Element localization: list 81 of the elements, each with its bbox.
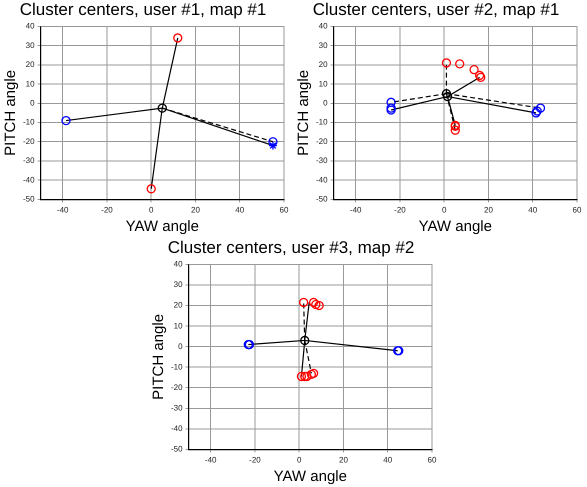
point: [173, 33, 182, 43]
point: [386, 98, 396, 107]
x-tick-label: 40: [383, 455, 393, 464]
y-tick-label: 40: [174, 260, 184, 269]
y-tick-label: -50: [23, 194, 36, 204]
point: [442, 92, 452, 102]
point: [531, 108, 541, 118]
point: [268, 140, 278, 150]
chart-title: Cluster centers, user #2, map #1: [312, 0, 560, 19]
y-tick-label: -50: [316, 194, 328, 204]
y-tick-label: 10: [26, 79, 36, 88]
point: [300, 336, 310, 346]
x-tick-label: -20: [249, 455, 262, 464]
point: [450, 126, 460, 135]
y-tick-label: -20: [316, 136, 328, 146]
y-tick-label: -10: [316, 118, 328, 127]
y-tick-label: 30: [174, 280, 184, 290]
x-tick-label: -40: [350, 205, 362, 214]
point: [314, 300, 324, 310]
y-tick-label: 20: [26, 60, 36, 70]
y-tick-label: -30: [171, 403, 184, 412]
x-tick-label: 0: [442, 205, 447, 214]
point: [296, 372, 306, 382]
x-tick-label: 40: [235, 205, 245, 214]
y-tick-label: 0: [323, 98, 328, 108]
x-tick-label: 0: [148, 205, 154, 214]
y-tick-label: 20: [318, 60, 328, 70]
x-axis-title: YAW angle: [126, 218, 199, 236]
point: [536, 103, 546, 113]
chart-title: Cluster centers, user #3, map #2: [168, 238, 414, 257]
x-tick-label: 20: [191, 205, 200, 214]
point: [442, 89, 452, 98]
y-tick-label: -30: [23, 156, 36, 166]
x-tick-label: 0: [296, 455, 302, 464]
point: [146, 184, 156, 194]
x-axis-title: YAW angle: [274, 468, 347, 486]
y-tick-label: -30: [316, 156, 328, 166]
point: [298, 298, 308, 308]
y-tick-label: -20: [23, 136, 36, 146]
y-axis-title: PITCH angle: [295, 70, 312, 156]
point: [455, 59, 464, 69]
y-tick-label: 10: [174, 321, 184, 330]
y-tick-label: 30: [318, 40, 328, 50]
point: [268, 137, 278, 146]
x-tick-label: 60: [428, 455, 437, 464]
point: [302, 372, 312, 382]
x-tick-label: 20: [484, 205, 494, 214]
y-tick-label: -10: [171, 362, 184, 372]
y-axis-title: PITCH angle: [150, 314, 168, 400]
x-tick-label: 40: [528, 205, 538, 214]
x-axis-title: YAW angle: [418, 218, 492, 236]
point: [311, 300, 320, 310]
y-tick-label: -50: [171, 444, 184, 454]
x-tick-label: 60: [280, 205, 289, 214]
x-tick-label: 20: [339, 455, 348, 464]
y-tick-label: 40: [318, 22, 328, 31]
y-tick-label: 10: [318, 79, 328, 88]
y-tick-label: 30: [26, 40, 36, 50]
y-tick-label: -20: [171, 382, 184, 392]
x-tick-label: -40: [204, 455, 218, 464]
x-tick-label: 60: [572, 205, 582, 214]
y-tick-label: -40: [316, 175, 328, 184]
y-tick-label: -40: [171, 424, 184, 434]
y-tick-label: 0: [30, 98, 36, 108]
point: [300, 372, 310, 382]
y-tick-label: 0: [178, 342, 184, 351]
y-tick-label: 40: [26, 22, 36, 31]
x-tick-label: -40: [56, 205, 70, 214]
point: [469, 65, 479, 74]
chart-title: Cluster centers, user #1, map #1: [20, 0, 266, 19]
y-tick-label: -10: [23, 118, 36, 127]
y-axis-title: PITCH angle: [2, 70, 20, 156]
point: [532, 106, 542, 116]
x-tick-label: -20: [394, 205, 406, 214]
y-tick-label: -40: [23, 175, 36, 184]
x-tick-label: -20: [101, 205, 114, 214]
y-tick-label: 20: [174, 300, 184, 310]
point: [61, 116, 71, 126]
point: [158, 103, 167, 113]
point: [308, 298, 318, 308]
point: [442, 58, 452, 68]
